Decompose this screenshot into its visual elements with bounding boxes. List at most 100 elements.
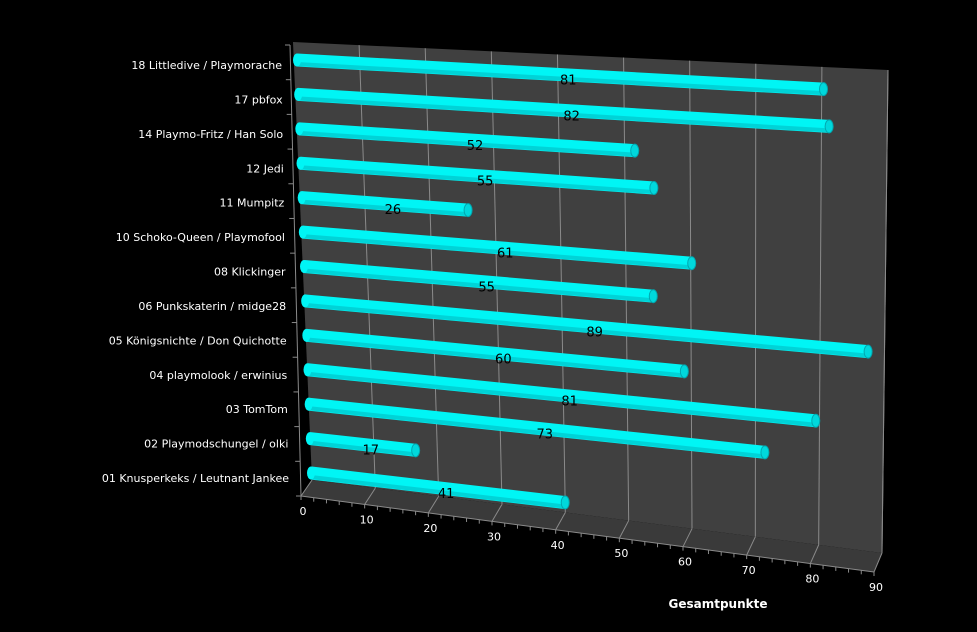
bar-body [307, 397, 766, 459]
floor-gridline [491, 504, 503, 522]
category-label: 03 TomTom [226, 403, 288, 416]
bar-start-cap [302, 328, 311, 342]
bar-body [297, 87, 830, 133]
bar-shade [299, 130, 635, 157]
bar-start-cap [307, 466, 315, 480]
floor-gridline [873, 552, 883, 573]
gridline [881, 69, 889, 554]
bar-value-label: 60 [495, 352, 512, 367]
x-tick-label: 70 [742, 564, 756, 577]
x-tick-label: 80 [805, 573, 819, 586]
bar [296, 156, 659, 195]
x-axis-line [300, 495, 875, 573]
bar-shade [302, 234, 692, 270]
floor-gridline [300, 479, 313, 497]
bar-start-cap [305, 432, 314, 446]
y-axis-line [289, 44, 302, 497]
floor-gridline [364, 487, 376, 505]
bar-body [304, 294, 869, 359]
category-label: 18 Littledive / Playmorache [131, 59, 282, 72]
bar [307, 466, 570, 510]
floor-gridline [555, 512, 566, 531]
category-label: 01 Knusperkeks / Leutnant Jankee [102, 472, 289, 485]
x-tick-label: 10 [360, 513, 374, 526]
category-label: 06 Punkskaterin / midge28 [138, 300, 286, 313]
bar-shade [310, 475, 566, 509]
floor [301, 480, 882, 572]
category-label: 12 Jedi [246, 162, 284, 175]
bar-value-label: 55 [478, 280, 495, 295]
bar-end-cap [824, 119, 834, 134]
bar-end-cap [411, 443, 421, 458]
bar-start-cap [293, 53, 301, 67]
bar-body [300, 156, 655, 195]
bar [298, 225, 697, 271]
floor-gridline [618, 520, 630, 539]
bar [305, 432, 421, 458]
category-label: 17 pbfox [234, 93, 283, 106]
bar [301, 294, 873, 359]
bar-shade [296, 62, 824, 96]
bar-value-label: 52 [467, 139, 484, 154]
bar [302, 328, 689, 379]
bar-start-cap [304, 397, 313, 411]
bar [295, 122, 640, 158]
bar-shade [306, 337, 685, 378]
bar-value-label: 61 [497, 247, 514, 262]
bar-start-cap [303, 363, 312, 377]
bar-shade [301, 199, 469, 217]
bar-shade [309, 440, 416, 457]
category-label: 11 Mumpitz [220, 197, 285, 210]
bar-value-label: 41 [438, 487, 455, 502]
bar [304, 397, 770, 460]
bar-shade [298, 96, 830, 133]
bar [297, 191, 473, 218]
bar-start-cap [298, 225, 307, 239]
bar-end-cap [649, 181, 659, 195]
bar [300, 260, 658, 304]
bar-value-label: 73 [537, 427, 554, 442]
category-label: 05 Königsnichte / Don Quichotte [109, 334, 287, 347]
bar-start-cap [300, 260, 308, 273]
bar [294, 87, 834, 134]
bar-end-cap [863, 344, 873, 359]
bar-shade [304, 302, 869, 358]
bar-end-cap [463, 203, 473, 218]
bar-end-cap [760, 445, 770, 460]
bar-start-cap [297, 191, 306, 205]
floor-gridline [809, 544, 820, 564]
bar-body [309, 432, 417, 457]
bar [303, 363, 821, 428]
bar-end-cap [679, 364, 689, 379]
floor-gridline [746, 536, 756, 556]
bar [293, 53, 828, 97]
bar-body [305, 328, 685, 378]
bar-body [301, 191, 469, 217]
category-label: 04 playmolook / erwinius [149, 369, 287, 382]
bar-value-label: 82 [563, 109, 580, 124]
bar-body [303, 260, 654, 303]
bar-end-cap [819, 82, 828, 97]
bar-end-cap [630, 143, 640, 158]
bar-shade [300, 165, 655, 194]
x-tick-label: 0 [300, 505, 307, 518]
floor-gridline [682, 528, 693, 547]
bar-body [298, 122, 636, 158]
bar-start-cap [301, 294, 310, 308]
x-tick-label: 40 [551, 539, 565, 552]
floor-gridline [427, 495, 440, 514]
category-label: 10 Schoko-Queen / Playmofool [116, 231, 285, 244]
bar-value-label: 55 [477, 175, 494, 190]
x-tick-label: 30 [487, 530, 501, 543]
category-label: 14 Playmo-Fritz / Han Solo [138, 128, 283, 141]
bar-value-label: 17 [362, 443, 379, 458]
bar-shade [303, 268, 654, 303]
x-tick-label: 60 [678, 556, 692, 569]
bar-end-cap [648, 289, 658, 304]
bar-end-cap [687, 256, 697, 271]
bar-body [310, 466, 566, 509]
bar-body [296, 53, 824, 96]
bar-value-label: 26 [385, 203, 402, 218]
bar-shade [307, 371, 816, 427]
